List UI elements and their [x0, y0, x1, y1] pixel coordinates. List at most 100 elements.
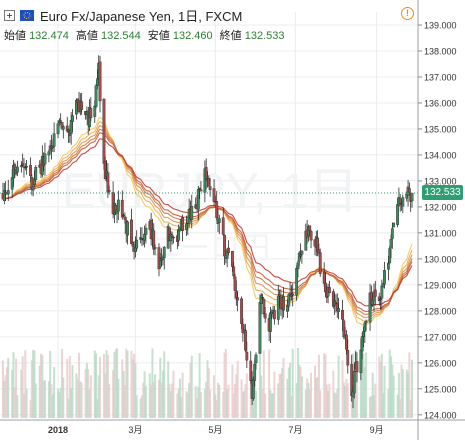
volume-bar: [290, 396, 293, 418]
candle-body: [170, 234, 174, 238]
volume-bar: [30, 360, 33, 418]
volume-bar: [355, 366, 358, 418]
volume-bar: [332, 370, 335, 418]
volume-bar: [21, 356, 24, 418]
candle-body: [269, 312, 272, 332]
volume-bar: [304, 389, 307, 418]
volume-bar: [135, 395, 138, 418]
candle-body: [249, 360, 253, 381]
volume-bar: [143, 371, 146, 418]
candle-body: [89, 108, 93, 119]
candle-body: [362, 331, 365, 338]
candle-body: [346, 350, 350, 366]
volume-bar: [78, 352, 81, 418]
volume-bar: [40, 353, 43, 418]
volume-bar: [99, 356, 102, 418]
volume-bar: [279, 373, 282, 418]
y-tick-label: 138.000: [424, 46, 457, 56]
candle-body: [297, 252, 301, 262]
volume-bar: [89, 375, 92, 418]
candle-body: [232, 266, 236, 277]
candle-body: [52, 133, 56, 147]
volume-bar: [7, 358, 10, 418]
volume-bar: [216, 382, 219, 418]
volume-bar: [38, 365, 41, 418]
candle-body: [345, 334, 348, 350]
x-tick-label: 7月: [288, 425, 302, 435]
volume-bar: [323, 353, 326, 418]
volume-bar: [130, 350, 133, 418]
candle-body: [287, 294, 291, 307]
volume-bar: [287, 367, 290, 418]
volume-bar: [289, 362, 292, 418]
y-tick-label: 128.000: [424, 306, 457, 316]
candle-body: [135, 239, 139, 249]
candle-body: [337, 308, 340, 312]
volume-bar: [4, 375, 7, 418]
volume-bar: [199, 392, 202, 418]
volume-bar: [180, 396, 183, 418]
volume-bar: [315, 377, 318, 418]
volume-bar: [362, 353, 365, 418]
volume-bar: [161, 370, 164, 418]
candle-body: [61, 126, 65, 130]
candle-body: [341, 310, 344, 320]
volume-bar: [190, 355, 193, 418]
volume-bar: [408, 352, 411, 418]
volume-bar: [117, 378, 120, 418]
y-tick-label: 132.000: [424, 202, 457, 212]
volume-bar: [113, 352, 116, 418]
y-tick-label: 125.000: [424, 384, 457, 394]
candle-body: [204, 167, 208, 180]
volume-bar: [334, 393, 337, 418]
y-tick-label: 127.000: [424, 332, 457, 342]
candle-body: [328, 287, 331, 294]
volume-bar: [236, 361, 239, 418]
volume-bar: [67, 398, 70, 418]
candle-body: [359, 349, 363, 373]
volume-bar: [185, 391, 188, 418]
volume-bar: [171, 383, 174, 418]
settings-gear-icon[interactable]: !: [401, 7, 414, 20]
volume-bar: [306, 378, 309, 418]
ma-ribbon-line: [2, 138, 413, 307]
candle-body: [198, 187, 202, 190]
volume-bar: [319, 390, 322, 418]
candle-body: [282, 296, 285, 311]
volume-bar: [108, 384, 111, 418]
ma-ribbon-line: [2, 128, 413, 315]
volume-bar: [76, 379, 79, 418]
volume-bar: [60, 348, 63, 418]
volume-bar: [215, 399, 218, 418]
candle-body: [360, 336, 364, 352]
candle-body: [29, 165, 32, 177]
volume-bar: [379, 361, 382, 418]
volume-bar: [234, 383, 237, 418]
volume-bar: [396, 394, 399, 418]
volume-bar: [243, 390, 246, 418]
volume-bar: [13, 387, 16, 418]
volume-bar: [222, 391, 225, 418]
candle-body: [122, 214, 126, 217]
volume-bar: [134, 362, 137, 418]
expand-icon[interactable]: [4, 10, 15, 21]
volume-bar: [388, 349, 391, 418]
volume-bar: [231, 364, 234, 418]
candle-body: [6, 190, 10, 195]
volume-bar: [96, 399, 99, 418]
volume-bar: [105, 350, 108, 418]
volume-bar: [270, 393, 273, 418]
volume-bar: [58, 392, 61, 418]
volume-bar: [196, 398, 199, 418]
volume-bar: [53, 367, 56, 418]
volume-bar: [157, 379, 160, 418]
volume-bar: [277, 383, 280, 418]
open-value: 132.474: [29, 30, 69, 42]
y-tick-label: 130.000: [424, 254, 457, 264]
volume-bar: [300, 376, 303, 418]
candle-body: [199, 189, 203, 192]
volume-bar: [177, 388, 180, 418]
candle-body: [272, 310, 276, 320]
volume-bar: [186, 393, 189, 418]
